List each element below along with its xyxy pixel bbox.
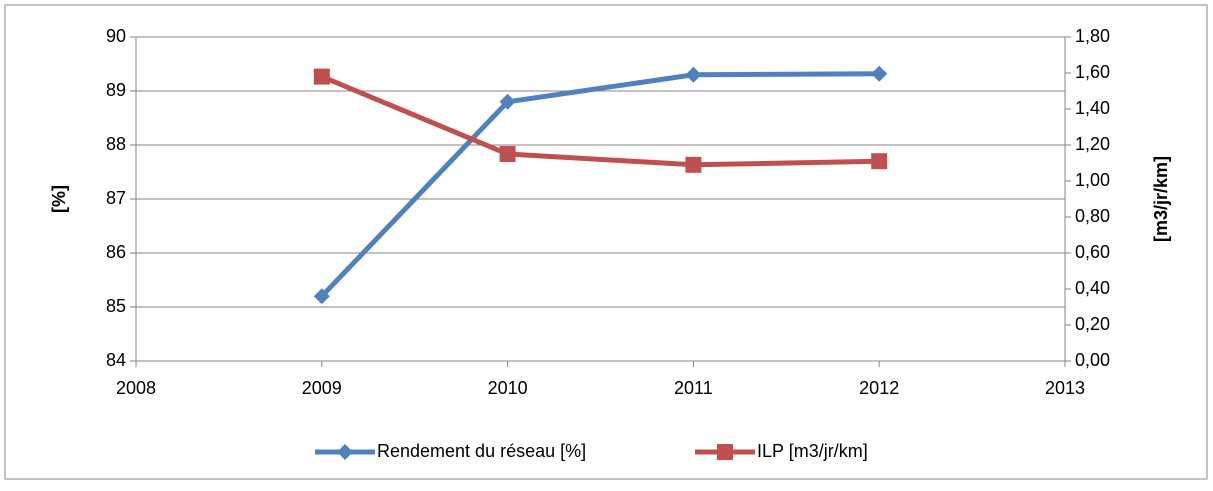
point xyxy=(499,93,516,110)
y2-tick-label: 0,40 xyxy=(1075,278,1110,298)
x-tick-label: 2012 xyxy=(859,378,899,398)
y2-tick-label: 0,00 xyxy=(1075,350,1110,370)
x-tick-label: 2011 xyxy=(674,378,713,398)
y-tick-label: 84 xyxy=(106,350,126,370)
y-tick-label: 88 xyxy=(106,134,126,154)
point xyxy=(685,66,702,83)
y2-tick-label: 0,60 xyxy=(1075,242,1110,262)
x-tick-label: 2010 xyxy=(488,378,528,398)
y-tick-label: 89 xyxy=(106,80,126,100)
point xyxy=(685,156,702,173)
point xyxy=(313,288,330,305)
x-tick-label: 2008 xyxy=(116,378,156,398)
point xyxy=(871,153,888,170)
series-line xyxy=(320,74,880,168)
point xyxy=(313,68,330,85)
legend-label: ILP [m3/jr/km] xyxy=(757,441,868,461)
y-tick-label: 87 xyxy=(106,188,126,208)
chart-border xyxy=(4,4,1208,480)
y2-tick-label: 1,20 xyxy=(1075,134,1110,154)
legend-marker xyxy=(717,444,733,460)
y-tick-label: 86 xyxy=(106,242,126,262)
y2-tick-label: 1,60 xyxy=(1075,62,1110,82)
y2-tick-label: 1,40 xyxy=(1075,98,1110,118)
y2-tick-label: 0,20 xyxy=(1075,314,1110,334)
point xyxy=(871,65,888,82)
y2-tick-label: 1,80 xyxy=(1075,26,1110,46)
y-axis-label: [%] xyxy=(49,185,69,213)
y2-axis-label: [m3/jr/km] xyxy=(1151,156,1171,242)
y2-tick-label: 0,80 xyxy=(1075,206,1110,226)
x-tick-label: 2013 xyxy=(1045,378,1085,398)
series-line xyxy=(319,71,880,298)
legend-marker xyxy=(337,444,353,460)
legend-label: Rendement du réseau [%] xyxy=(377,441,586,461)
y-tick-label: 85 xyxy=(106,296,126,316)
y-tick-label: 90 xyxy=(106,26,126,46)
x-tick-label: 2009 xyxy=(302,378,342,398)
y2-tick-label: 1,00 xyxy=(1075,170,1110,190)
point xyxy=(499,146,516,162)
